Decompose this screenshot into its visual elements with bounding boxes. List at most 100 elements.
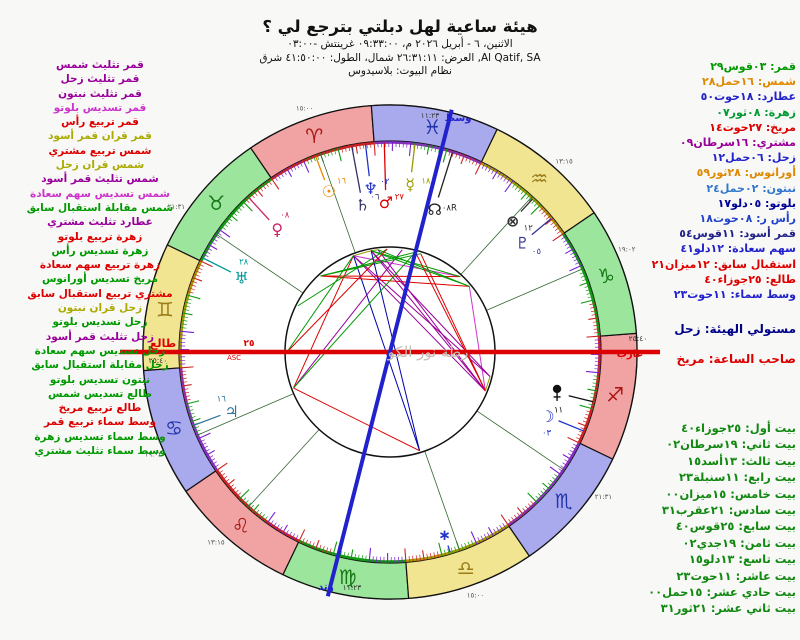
aspect-line: مشتري تربيع استقبال سابق <box>27 287 173 300</box>
degree-tick <box>180 374 187 376</box>
mars-glyph-icon: ♂ <box>379 193 393 212</box>
degree-tick <box>193 426 200 430</box>
degree-tick <box>564 241 571 246</box>
degree-tick <box>535 495 541 501</box>
node-glyph-icon: ☊ <box>428 200 442 219</box>
aspect-line-mercury-jupiter <box>293 249 403 389</box>
degree-tick <box>511 516 516 523</box>
aspect-line: نبتون تسديس بلوتو <box>49 373 151 386</box>
degree-tick <box>339 551 342 558</box>
degree-tick <box>272 522 277 528</box>
degree-tick <box>497 172 502 178</box>
degree-tick <box>502 523 507 529</box>
degree-tick <box>512 182 517 188</box>
degree-tick <box>270 177 280 190</box>
degree-tick <box>546 215 552 220</box>
house-cusp-line <box>247 429 320 509</box>
aspect-line: قمر تثليث شمس <box>56 59 144 71</box>
degree-tick <box>593 328 600 330</box>
degree-tick <box>503 176 508 182</box>
degree-tick <box>346 552 349 559</box>
degree-tick <box>365 555 367 562</box>
degree-tick <box>560 465 566 470</box>
degree-tick <box>431 145 434 152</box>
degree-tick <box>564 459 570 464</box>
degree-tick <box>318 544 322 551</box>
degree-tick <box>288 531 292 538</box>
degree-tick <box>273 175 278 181</box>
degree-tick <box>194 429 201 433</box>
house-cusp-degree-label: ١٩:٠٢ <box>618 246 636 254</box>
degree-tick <box>573 443 579 448</box>
degree-tick <box>579 404 594 410</box>
degree-tick <box>566 245 573 249</box>
degree-tick <box>255 509 260 515</box>
degree-tick <box>341 146 344 153</box>
degree-tick <box>592 382 599 385</box>
degree-tick <box>481 163 486 169</box>
degree-tick <box>569 264 583 272</box>
degree-tick <box>448 149 451 156</box>
degree-tick <box>538 493 543 498</box>
aspect-line: مريخ تسديس أورانوس <box>41 273 159 286</box>
degree-tick <box>554 226 561 231</box>
degree-tick <box>542 488 548 493</box>
degree-tick <box>183 391 190 394</box>
axis-label: ٢٥:٤٠ <box>629 334 648 343</box>
degree-tick <box>588 403 595 406</box>
degree-tick <box>255 188 264 197</box>
sun-glyph-icon: ☉ <box>322 182 336 201</box>
degree-tick <box>199 260 213 268</box>
degree-tick <box>475 160 479 166</box>
degree-tick <box>542 482 551 490</box>
saturn-glyph-icon: ♄ <box>355 196 369 215</box>
house-cusp-degree-label: ١٣:١٥ <box>555 158 573 166</box>
degree-tick <box>570 251 576 256</box>
degree-tick <box>563 238 569 243</box>
degree-tick <box>584 285 591 288</box>
degree-tick <box>325 547 329 554</box>
degree-tick <box>228 484 234 489</box>
degree-tick <box>244 198 250 204</box>
degree-tick <box>207 455 214 459</box>
sun-degree-label: ١٦ <box>337 177 347 187</box>
aspect-line: عطارد تثليث مشتري <box>47 216 153 229</box>
aspect-line: وسط سماء تثليث مشتري <box>34 445 166 458</box>
house-line: بيت سابع: ٢٥قوس٤٠ <box>675 519 796 534</box>
degree-tick <box>180 323 187 325</box>
degree-tick <box>361 555 363 562</box>
neptune-pointer-line <box>364 144 370 177</box>
degree-tick <box>408 556 410 563</box>
degree-tick <box>404 548 407 563</box>
degree-tick <box>458 153 462 160</box>
degree-tick <box>460 544 464 550</box>
axis-label: ٢٥:٤٠ <box>149 356 168 365</box>
degree-tick <box>455 151 458 158</box>
position-line: زهرة: ٠٨ثور٠٧ <box>716 105 796 119</box>
degree-tick <box>198 263 204 267</box>
lilith-pointer-line <box>568 395 594 403</box>
degree-tick <box>528 196 534 202</box>
house-cusp-line <box>215 233 304 294</box>
degree-tick <box>468 157 472 163</box>
degree-tick <box>332 541 338 556</box>
position-line: نبتون: ٠٢حمل٢٤ <box>706 181 796 195</box>
degree-tick <box>219 473 226 478</box>
hour-lord-line: صاحب الساعة: مريخ <box>676 352 796 366</box>
aspect-line: شمس مقابلة استقبال سابق <box>26 201 174 214</box>
aspect-line-asc-mars <box>286 248 388 353</box>
degree-tick <box>189 416 196 419</box>
house-line: بيت ثاني عشر: ٢١ثور٣١ <box>660 601 796 616</box>
degree-tick <box>474 161 482 175</box>
degree-tick <box>467 541 471 548</box>
degree-tick <box>593 379 600 381</box>
degree-tick <box>579 430 585 434</box>
position-line: عطارد: ١٨حوت٥٠ <box>700 90 796 104</box>
aspect-line-saturn-pluto <box>371 250 470 287</box>
aspect-line: شمس قران زحل <box>55 159 145 172</box>
degree-tick <box>408 141 412 157</box>
degree-tick <box>562 462 568 467</box>
degree-tick <box>222 222 228 227</box>
degree-tick <box>257 511 263 517</box>
degree-tick <box>354 554 356 561</box>
